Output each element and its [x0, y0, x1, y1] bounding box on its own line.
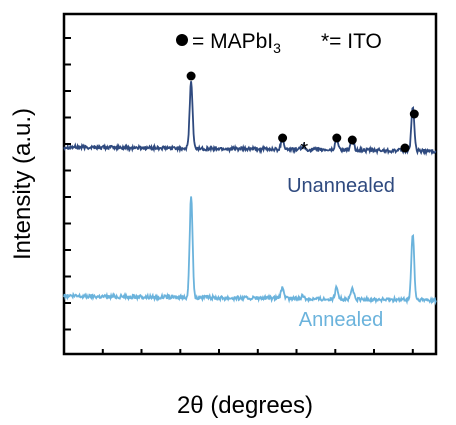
peak-marker-circle-1 — [278, 133, 288, 143]
peak-marker-circle-0 — [186, 71, 196, 81]
peak-marker-circle-3 — [332, 133, 342, 143]
y-ticks — [64, 37, 71, 331]
peak-marker-asterisk-2: * — [300, 139, 308, 161]
series-labels: Unannealed Annealed — [287, 175, 395, 331]
plot-frame — [62, 12, 438, 356]
y-axis-label: Intensity (a.u.) — [9, 108, 36, 260]
peak-marker-circle-4 — [347, 135, 357, 145]
x-axis-label: 2θ (degrees) — [177, 392, 313, 419]
peak-marker-circle-5 — [400, 143, 410, 153]
peak-marker-circle-6 — [409, 109, 419, 119]
plot-frame-rect — [62, 12, 438, 356]
legend-circle-marker — [176, 34, 188, 46]
legend: = MAPbI3 *= ITO — [176, 30, 382, 56]
series-label-unannealed: Unannealed — [287, 175, 395, 197]
annotation-layer: * — [186, 71, 419, 161]
series-line-annealed — [63, 196, 437, 306]
series-layer — [63, 81, 437, 306]
x-ticks — [63, 349, 414, 354]
legend-ito-label: *= ITO — [321, 30, 382, 53]
series-line-unannealed — [63, 81, 437, 157]
legend-mapbi3-label: = MAPbI3 — [192, 30, 281, 56]
series-label-annealed: Annealed — [299, 309, 384, 331]
